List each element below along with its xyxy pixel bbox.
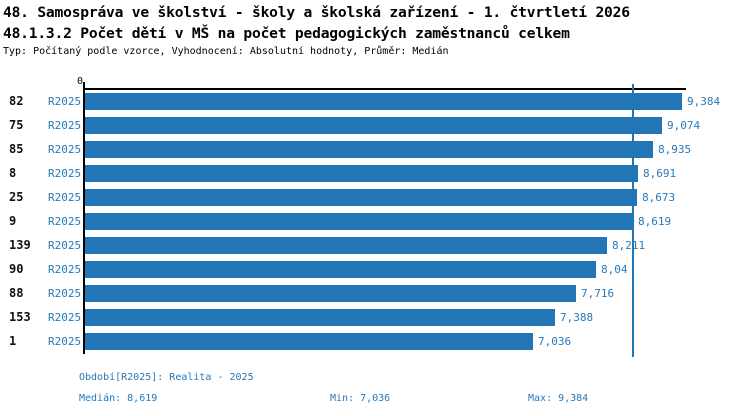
report-title-line1: 48. Samospráva ve školství - školy a ško… (3, 4, 630, 21)
bar (85, 93, 682, 110)
bar (85, 285, 576, 302)
period-legend: Období[R2025]: Realita - 2025 (79, 372, 254, 383)
bar (85, 189, 637, 206)
x-axis-top-line (83, 88, 686, 90)
y-axis-line (83, 82, 85, 354)
report-subtitle: Typ: Počítaný podle vzorce, Vyhodnocení:… (3, 46, 449, 57)
row-series-label: R2025 (48, 143, 82, 156)
row-category-label: 85 (9, 142, 24, 156)
bar (85, 309, 555, 326)
bar-value-label: 8,619 (638, 215, 672, 228)
row-category-label: 90 (9, 262, 24, 276)
bar (85, 165, 638, 182)
row-category-label: 153 (9, 310, 31, 324)
median-line (632, 84, 634, 357)
bar-value-label: 8,935 (658, 143, 692, 156)
bar (85, 117, 662, 134)
row-category-label: 9 (9, 214, 17, 228)
bar-value-label: 8,691 (643, 167, 677, 180)
x-axis-zero-tick-label: 0 (76, 76, 84, 87)
row-category-label: 88 (9, 286, 24, 300)
row-series-label: R2025 (48, 263, 82, 276)
bar-value-label: 7,036 (538, 335, 572, 348)
bar (85, 141, 653, 158)
row-series-label: R2025 (48, 95, 82, 108)
row-series-label: R2025 (48, 239, 82, 252)
row-category-label: 82 (9, 94, 24, 108)
bar (85, 261, 596, 278)
row-series-label: R2025 (48, 215, 82, 228)
min-stat: Min: 7,036 (330, 393, 391, 404)
row-series-label: R2025 (48, 335, 82, 348)
row-series-label: R2025 (48, 167, 82, 180)
bar-value-label: 9,074 (667, 119, 701, 132)
bar-value-label: 8,211 (612, 239, 646, 252)
row-category-label: 25 (9, 190, 24, 204)
bar-value-label: 9,384 (687, 95, 721, 108)
median-stat: Medián: 8,619 (79, 393, 158, 404)
row-category-label: 8 (9, 166, 17, 180)
row-category-label: 139 (9, 238, 31, 252)
bar-value-label: 8,673 (642, 191, 676, 204)
max-stat: Max: 9,384 (528, 393, 589, 404)
row-series-label: R2025 (48, 191, 82, 204)
row-category-label: 75 (9, 118, 24, 132)
bar (85, 213, 633, 230)
bar (85, 333, 533, 350)
bar-value-label: 7,716 (581, 287, 615, 300)
bar (85, 237, 607, 254)
bar-value-label: 7,388 (560, 311, 594, 324)
row-series-label: R2025 (48, 119, 82, 132)
row-series-label: R2025 (48, 287, 82, 300)
row-category-label: 1 (9, 334, 17, 348)
bar-value-label: 8,04 (601, 263, 628, 276)
row-series-label: R2025 (48, 311, 82, 324)
report-title-line2: 48.1.3.2 Počet dětí v MŠ na počet pedago… (3, 25, 570, 42)
